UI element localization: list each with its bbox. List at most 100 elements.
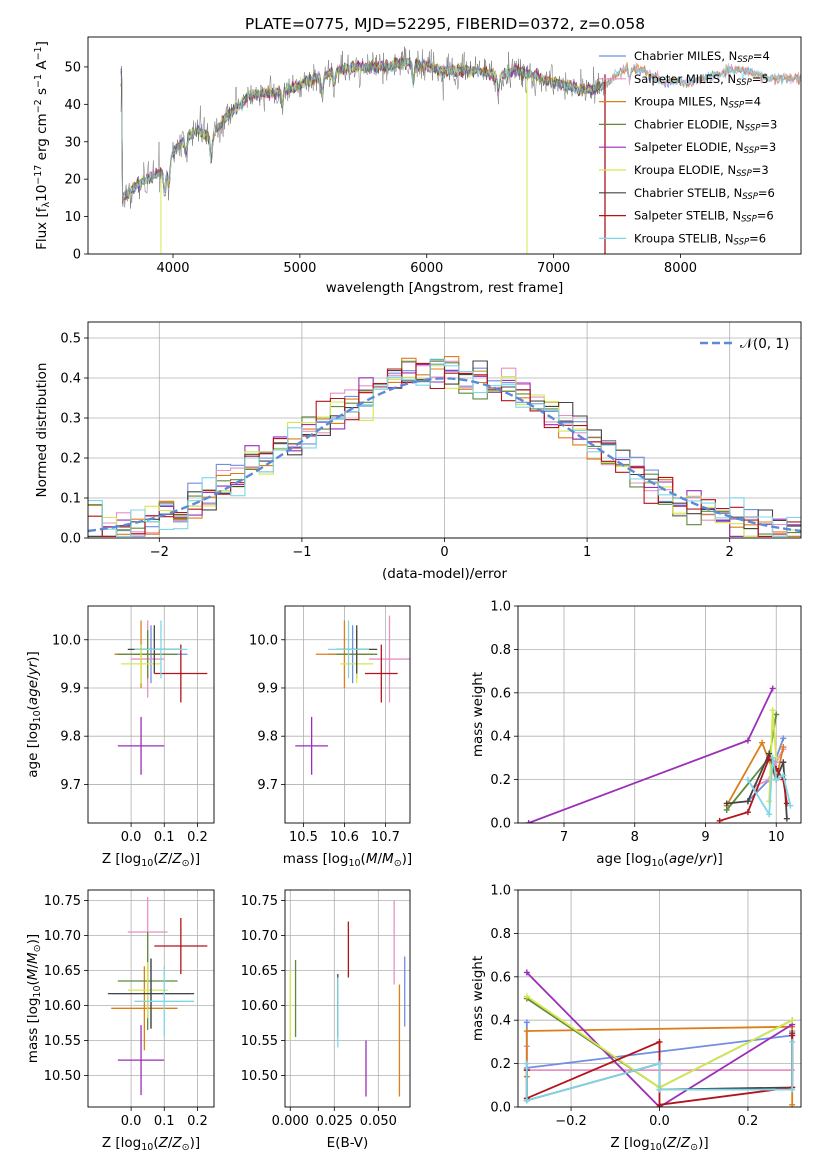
label-part: M [366, 851, 378, 867]
label-part: ( [361, 851, 366, 867]
weight-marker [523, 1097, 530, 1104]
weight-marker [769, 685, 776, 692]
plot-area [120, 46, 801, 254]
label-part: / [694, 851, 699, 867]
legend-label: 𝒩(0, 1) [740, 336, 789, 352]
weight-marker [773, 776, 780, 783]
y-tick-label: 20 [64, 173, 81, 188]
axes-weight_vs_Z: −0.2 0.0 0.20.00.20.40.60.81.0Z [log10(Z/Z… [470, 884, 802, 1153]
legend-model: Kroupa MILES, N [634, 95, 729, 109]
label-part: erg cm [34, 113, 50, 164]
legend-sub: SSP [744, 146, 760, 156]
y-tick-label: 10.55 [44, 1034, 81, 1049]
legend-sub: SSP [736, 169, 752, 179]
x-axis-label: mass [log10(M/M⊙)] [283, 851, 412, 869]
axes-mass_vs_ebv: 0.000 0.025 0.050 10.50 10.55 10.60 10.65 10.70… [241, 889, 411, 1151]
label-part: λ [41, 202, 52, 208]
label-part: )] [25, 651, 41, 662]
y-tick-label: 0.0 [490, 817, 511, 832]
weight-marker [769, 707, 776, 714]
label-part: ( [25, 705, 41, 710]
y-tick-label: 9.7 [60, 778, 81, 793]
legend-sub: SSP [742, 192, 758, 202]
label-part: 10 [141, 858, 153, 869]
axes-frame [517, 605, 802, 824]
label-part: ⊙ [394, 858, 402, 869]
plot-area [114, 620, 208, 775]
weight-marker [523, 993, 530, 1000]
label-part: 10 [348, 858, 360, 869]
label-part: )] [712, 851, 723, 867]
legend-nssp: =6 [757, 209, 774, 223]
label-part: mass [log [25, 998, 41, 1064]
y-tick-label: 10.75 [44, 894, 81, 909]
errorbar-chabrier-stelib [107, 958, 195, 1029]
x-tick-label: −0.2 [555, 1114, 587, 1129]
legend-sub: SSP [745, 124, 761, 134]
y-tick-label: 30 [64, 135, 81, 150]
x-axis-label: Z [log10(Z/Z⊙)] [610, 1135, 708, 1153]
y-tick-label: 9.8 [257, 730, 278, 745]
x-axis-label: age [log10(age/yr)] [596, 851, 722, 869]
legend-entry: Chabrier ELODIE, NSSP=3 [634, 117, 777, 133]
x-axis-label: wavelength [Angstrom, rest frame] [326, 280, 564, 296]
label-part: / [676, 1135, 681, 1151]
label-part: )] [25, 934, 41, 945]
label-part: Z [158, 1135, 169, 1151]
legend-model: Kroupa ELODIE, N [634, 163, 736, 177]
label-part: 10 [141, 1142, 153, 1153]
label-part: / [25, 675, 41, 680]
label-part: )] [698, 1135, 709, 1151]
legend-entry: Kroupa ELODIE, NSSP=3 [634, 163, 769, 179]
x-tick-label: 1 [583, 545, 591, 560]
x-tick-label: 10.5 [289, 830, 318, 845]
label-part: ⊙ [32, 944, 43, 952]
weight-marker [789, 1086, 796, 1093]
errorbar-salpeter-elodie [117, 716, 165, 775]
label-part: ( [25, 980, 41, 985]
y-tick-label: 10.0 [249, 633, 278, 648]
label-part: / [168, 851, 173, 867]
axes-frame [284, 889, 411, 1108]
axes-frame [87, 36, 802, 255]
legend-nssp: =3 [759, 140, 776, 154]
label-part: age [log [596, 851, 651, 867]
x-tick-label: 9 [701, 830, 709, 845]
y-tick-label: 10.50 [241, 1069, 278, 1084]
label-part: ( [153, 1135, 158, 1151]
y-tick-label: 0.2 [490, 773, 511, 788]
figure-title: PLATE=0775, MJD=52295, FIBERID=0372, z=0… [245, 15, 645, 33]
weight-marker [759, 739, 766, 746]
legend-model: Salpeter STELIB, N [634, 209, 741, 223]
plot-area [88, 356, 801, 537]
weight-marker [656, 1060, 663, 1067]
errorbar-kroupa-elodie [127, 962, 168, 1019]
x-tick-label: 6000 [410, 261, 443, 276]
y-tick-label: 9.7 [257, 778, 278, 793]
legend-entry: Kroupa STELIB, NSSP=6 [634, 231, 766, 247]
label-part: ] [34, 41, 50, 46]
observed-spectrum [120, 46, 606, 209]
label-part: )] [190, 851, 201, 867]
x-tick-label: 0.0 [649, 1114, 670, 1129]
errorbar-salpeter-elodie [117, 1025, 165, 1096]
legend-entry: Chabrier MILES, NSSP=4 [634, 49, 770, 65]
y-tick-label: 10.65 [241, 964, 278, 979]
label-part: −17 [33, 165, 44, 185]
plot-area [289, 900, 406, 1097]
axes-frame [284, 605, 411, 824]
label-part: ( [664, 851, 669, 867]
x-tick-label: 0.000 [272, 1114, 309, 1129]
label-part: yr [698, 851, 714, 867]
x-tick-label: 0.0 [121, 830, 142, 845]
y-tick-label: 0.2 [60, 452, 81, 467]
legend-nssp: =6 [758, 186, 775, 200]
weight-marker [744, 809, 751, 816]
errorbar-salpeter-stelib [154, 644, 208, 703]
errorbar-kroupa-miles [111, 966, 178, 1051]
y-tick-label: 1.0 [490, 600, 511, 615]
y-tick-label: 10.75 [241, 894, 278, 909]
y-tick-label: 10.60 [44, 999, 81, 1014]
weight-marker [525, 820, 532, 823]
y-tick-label: 0.6 [490, 686, 511, 701]
